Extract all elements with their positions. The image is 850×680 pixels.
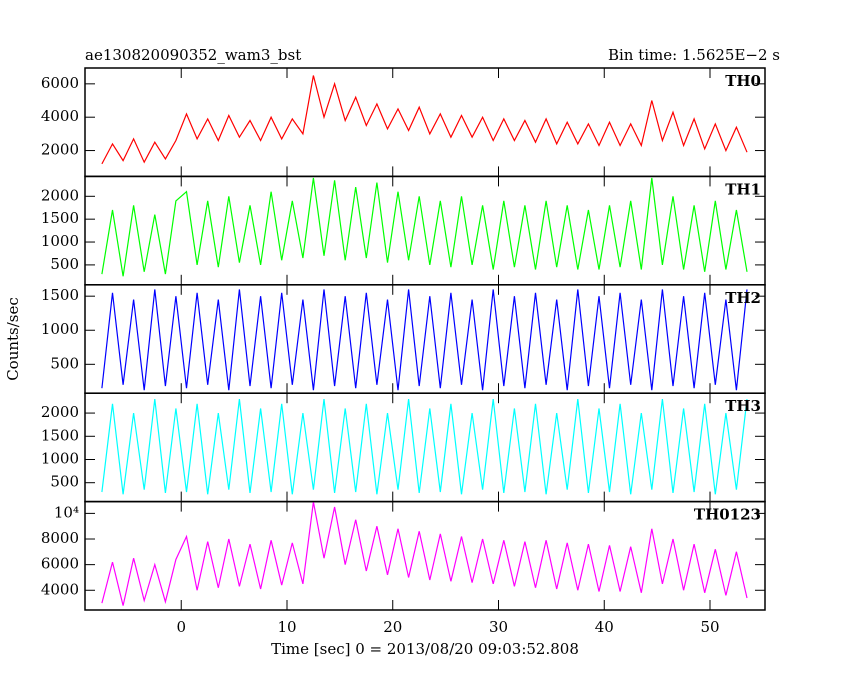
panel-label: TH2 [725, 289, 761, 307]
y-tick-label: 1500 [41, 426, 79, 444]
y-tick-label: 2000 [41, 141, 79, 159]
light-curve [101, 399, 748, 495]
x-tick-label: 20 [383, 618, 402, 636]
x-tick-label: 0 [176, 618, 186, 636]
panel-label: TH1 [725, 180, 761, 198]
y-tick-label: 2000 [41, 403, 79, 421]
light-curve [101, 289, 748, 391]
y-tick-label: 500 [50, 354, 79, 372]
x-axis-label: Time [sec] 0 = 2013/08/20 09:03:52.808 [271, 640, 579, 658]
panel-label: TH3 [725, 397, 761, 415]
panel-label: TH0123 [694, 506, 761, 524]
light-curve [101, 75, 748, 165]
y-tick-label: 2000 [41, 186, 79, 204]
y-tick-label: 4000 [41, 107, 79, 125]
light-curve [101, 177, 748, 277]
x-tick-label: 30 [489, 618, 508, 636]
x-tick-label: 50 [700, 618, 719, 636]
y-tick-label: 1000 [41, 232, 79, 250]
y-tick-label: 1500 [41, 286, 79, 304]
chart-title: ae130820090352_wam3_bst [85, 46, 301, 64]
y-tick-label: 500 [50, 473, 79, 491]
panel-label: TH0 [725, 72, 761, 90]
y-tick-label: 1000 [41, 320, 79, 338]
light-curve [101, 501, 748, 606]
x-tick-label: 40 [595, 618, 614, 636]
y-axis-label: Counts/sec [4, 297, 22, 381]
y-tick-label: 6000 [41, 555, 79, 573]
x-tick-label: 10 [277, 618, 296, 636]
y-tick-label: 1500 [41, 209, 79, 227]
y-tick-label: 6000 [41, 74, 79, 92]
y-tick-label: 1000 [41, 449, 79, 467]
chart-subtitle: Bin time: 1.5625E−2 s [608, 46, 780, 64]
y-tick-label: 10⁴ [54, 503, 79, 521]
panel-frame [84, 500, 766, 611]
y-tick-label: 8000 [41, 529, 79, 547]
y-tick-label: 500 [50, 255, 79, 273]
y-tick-label: 4000 [41, 580, 79, 598]
